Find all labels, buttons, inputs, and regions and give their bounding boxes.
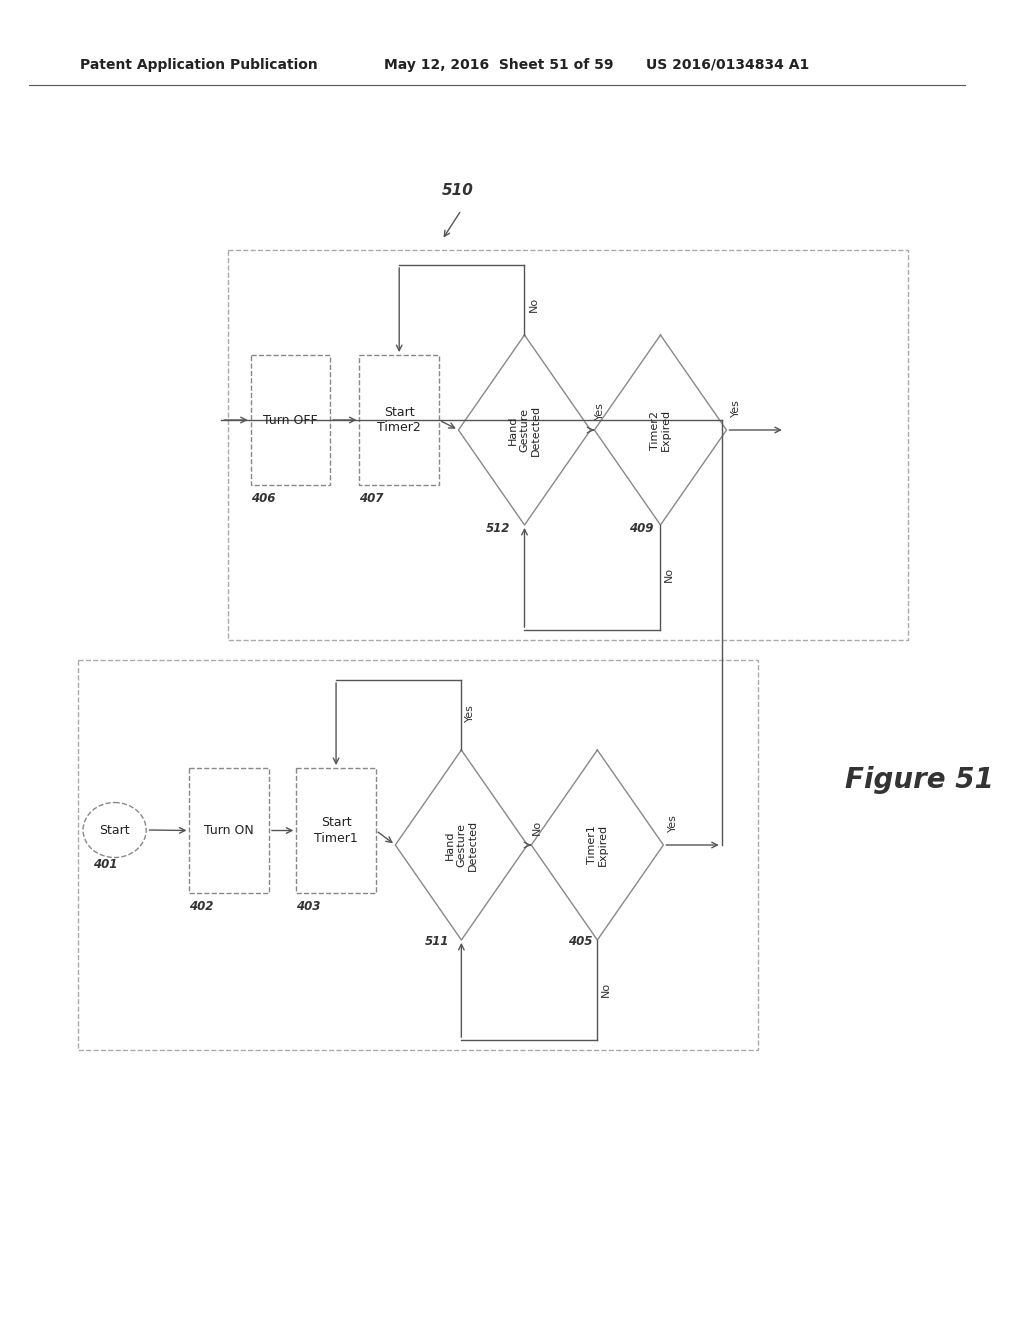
Text: No: No (665, 566, 675, 582)
Text: No: No (601, 982, 611, 997)
Text: Start
Timer2: Start Timer2 (377, 407, 421, 434)
Text: Turn OFF: Turn OFF (263, 413, 317, 426)
Polygon shape (594, 335, 726, 525)
Text: 402: 402 (189, 900, 214, 913)
Text: 407: 407 (359, 492, 384, 506)
Text: Yes: Yes (595, 403, 605, 420)
Text: 401: 401 (93, 858, 118, 871)
Text: Start
Timer1: Start Timer1 (314, 817, 358, 845)
FancyBboxPatch shape (296, 768, 376, 894)
Text: No: No (532, 820, 543, 836)
Text: May 12, 2016  Sheet 51 of 59: May 12, 2016 Sheet 51 of 59 (384, 58, 613, 73)
Ellipse shape (83, 803, 146, 858)
FancyBboxPatch shape (359, 355, 439, 484)
FancyBboxPatch shape (228, 249, 908, 640)
Text: US 2016/0134834 A1: US 2016/0134834 A1 (646, 58, 809, 73)
Text: 405: 405 (568, 935, 593, 948)
Text: Start: Start (99, 824, 130, 837)
FancyBboxPatch shape (189, 768, 269, 894)
Text: 403: 403 (296, 900, 321, 913)
Text: Turn ON: Turn ON (205, 824, 254, 837)
Text: 409: 409 (630, 521, 653, 535)
FancyBboxPatch shape (78, 660, 758, 1049)
Text: Hand
Gesture
Detected: Hand Gesture Detected (508, 404, 541, 455)
Text: Patent Application Publication: Patent Application Publication (80, 58, 317, 73)
Text: 406: 406 (251, 492, 275, 506)
Text: 512: 512 (485, 521, 510, 535)
Polygon shape (531, 750, 664, 940)
Text: Yes: Yes (669, 814, 678, 832)
Text: Timer1
Expired: Timer1 Expired (587, 824, 608, 866)
Text: Figure 51: Figure 51 (845, 766, 993, 795)
Polygon shape (459, 335, 591, 525)
Text: Hand
Gesture
Detected: Hand Gesture Detected (444, 820, 478, 871)
Text: Yes: Yes (731, 399, 741, 417)
Text: Timer2
Expired: Timer2 Expired (649, 409, 672, 451)
Polygon shape (395, 750, 527, 940)
Text: 511: 511 (425, 935, 449, 948)
Text: No: No (529, 297, 540, 312)
Text: 510: 510 (442, 183, 474, 198)
Text: Yes: Yes (465, 704, 475, 722)
FancyBboxPatch shape (251, 355, 330, 484)
